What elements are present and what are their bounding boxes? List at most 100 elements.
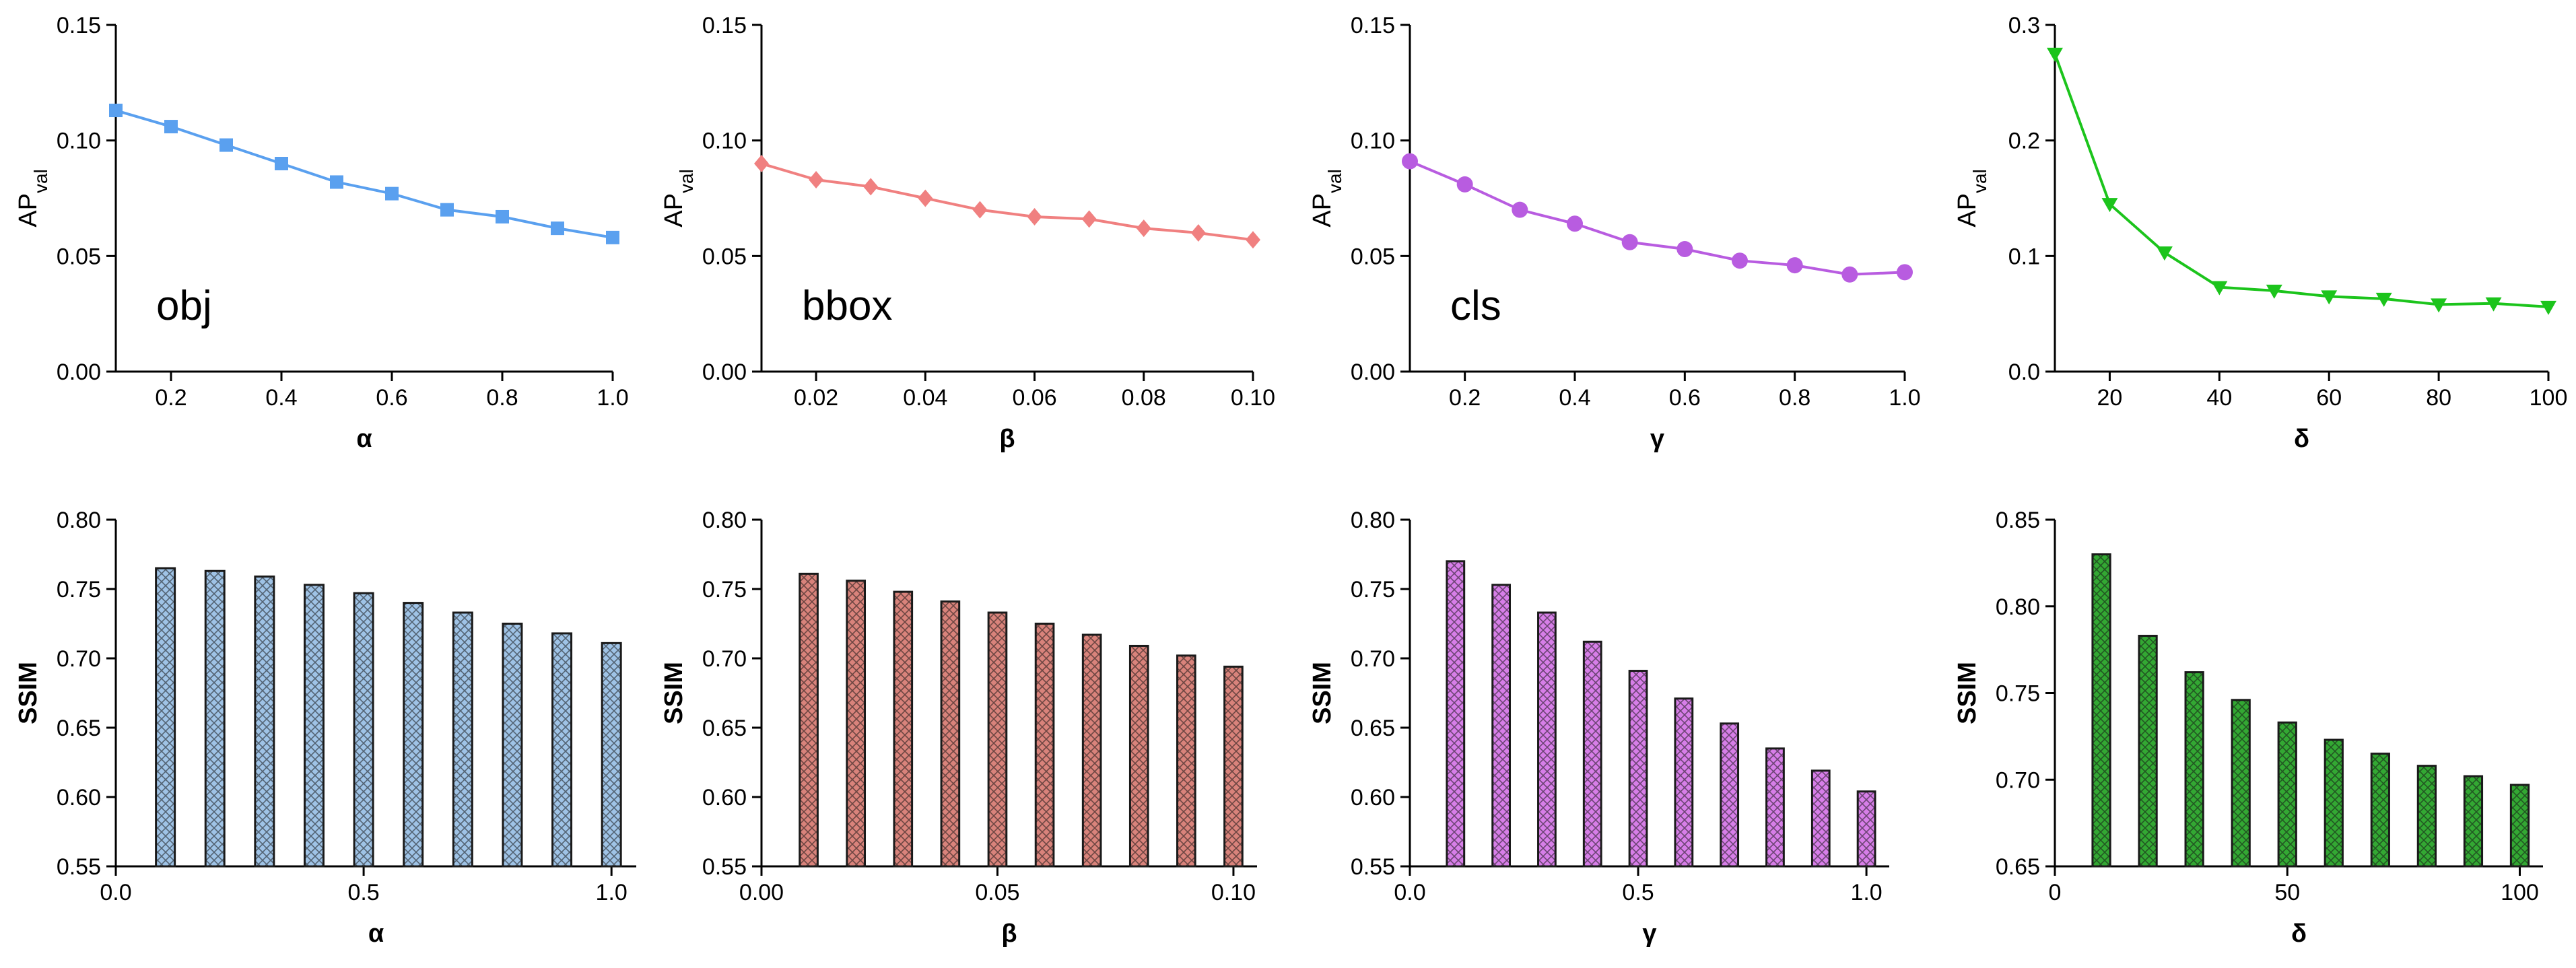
bar — [1720, 722, 1740, 868]
y-tick-label: 0.75 — [1996, 681, 2040, 707]
y-tick-label: 0.80 — [702, 508, 747, 533]
x-axis-label: δ — [2291, 920, 2307, 948]
x-tick-label: 0.02 — [794, 385, 838, 411]
data-point — [219, 138, 233, 152]
data-point — [1190, 224, 1206, 242]
y-tick-label: 0.75 — [57, 577, 101, 602]
data-point — [1456, 176, 1473, 193]
x-axis-label: α — [356, 425, 372, 453]
x-tick-label: 0.2 — [1449, 385, 1481, 411]
data-point — [863, 178, 879, 196]
bar — [254, 575, 275, 868]
chart-line-delta: 0.0 0.1 0.2 0.3 20 40 60 80 100 δ APval — [1953, 13, 2567, 453]
data-point — [1402, 153, 1418, 170]
bar — [2184, 671, 2204, 868]
data-point — [440, 203, 454, 217]
x-tick-label: 0.8 — [1779, 385, 1810, 411]
data-point — [275, 157, 288, 170]
y-tick-label: 0.1 — [2008, 244, 2040, 269]
data-point — [1027, 207, 1042, 226]
x-axis-label: γ — [1650, 425, 1664, 453]
y-tick-label: 0.65 — [57, 716, 101, 741]
y-tick-label: 0.05 — [57, 244, 101, 269]
y-tick-label: 0.75 — [702, 577, 747, 602]
y-tick-label: 0.15 — [57, 13, 101, 38]
panel-annotation: cls — [1450, 283, 1501, 329]
data-point — [1786, 257, 1803, 274]
y-tick-label: 0.70 — [702, 646, 747, 672]
y-tick-label: 0.70 — [57, 646, 101, 672]
bar — [1810, 769, 1831, 868]
data-point — [164, 120, 178, 134]
x-tick-label: 60 — [2316, 385, 2342, 411]
chart-line-gamma: 0.00 0.05 0.10 0.15 0.2 0.4 0.6 0.8 1.0 γ APval cls — [1308, 13, 1921, 453]
x-axis-label: β — [999, 425, 1015, 453]
bar — [987, 611, 1008, 868]
y-tick-label: 0.3 — [2008, 13, 2040, 38]
y-tick-label: 0.00 — [57, 359, 101, 385]
bar — [303, 584, 325, 868]
bar — [403, 602, 424, 868]
x-tick-label: 0.06 — [1012, 385, 1056, 411]
data-point — [1512, 201, 1528, 218]
data-point — [2101, 198, 2118, 213]
y-axis-label: SSIM — [1953, 662, 1981, 724]
data-point — [1676, 241, 1693, 258]
data-point — [1136, 219, 1151, 238]
bar — [1628, 670, 1648, 868]
x-tick-label: 1.0 — [597, 385, 628, 411]
x-tick-label: 100 — [2530, 385, 2568, 411]
x-tick-label: 80 — [2426, 385, 2451, 411]
bar — [2231, 699, 2251, 868]
data-point — [2047, 47, 2063, 62]
data-point — [496, 209, 509, 223]
y-axis-label: APval — [660, 169, 697, 228]
x-tick-label: 1.0 — [1889, 385, 1920, 411]
data-point — [1081, 210, 1097, 228]
y-tick-label: 0.70 — [1996, 767, 2040, 793]
y-tick-label: 0.65 — [1996, 854, 2040, 880]
bar — [1446, 560, 1466, 868]
y-tick-label: 0.55 — [702, 854, 747, 880]
data-point — [2540, 300, 2556, 315]
series-line — [115, 109, 613, 239]
data-point — [385, 186, 399, 201]
y-tick-label: 0.55 — [1351, 854, 1395, 880]
x-tick-label: 0.0 — [100, 880, 131, 905]
data-point — [330, 175, 343, 189]
y-tick-label: 0.60 — [57, 785, 101, 810]
data-point — [918, 189, 933, 207]
x-axis-label: α — [368, 920, 384, 948]
y-tick-label: 0.2 — [2008, 129, 2040, 154]
data-point — [2431, 298, 2447, 313]
chart-bar-gamma: 0.55 0.60 0.65 0.70 0.75 0.80 0.0 0.5 1.0 γ SSIM — [1308, 508, 1889, 948]
x-axis-label: β — [1001, 920, 1017, 948]
x-tick-label: 0.2 — [155, 385, 187, 411]
data-point — [972, 201, 988, 219]
bar — [846, 580, 867, 868]
x-tick-label: 0.00 — [739, 880, 784, 905]
y-axis-label: SSIM — [1308, 662, 1336, 724]
data-point — [754, 155, 769, 172]
y-tick-label: 0.60 — [1351, 785, 1395, 810]
bar — [2509, 784, 2530, 868]
y-tick-label: 0.10 — [702, 129, 747, 154]
bar — [940, 600, 961, 868]
x-tick-label: 40 — [2206, 385, 2232, 411]
x-tick-label: 20 — [2097, 385, 2123, 411]
bar — [799, 572, 819, 868]
y-tick-label: 0.65 — [702, 716, 747, 741]
x-tick-label: 0.05 — [975, 880, 1019, 905]
panel-annotation: bbox — [802, 283, 892, 329]
chart-line-alpha: 0.00 0.05 0.10 0.15 0.2 0.4 0.6 0.8 1.0 α APval obj — [14, 13, 629, 453]
data-point — [2375, 292, 2392, 307]
data-point — [109, 104, 123, 118]
data-point — [2321, 290, 2338, 305]
y-axis-label: SSIM — [660, 662, 688, 724]
y-tick-label: 0.65 — [1351, 716, 1395, 741]
x-tick-label: 0.10 — [1211, 880, 1256, 905]
x-tick-label: 50 — [2274, 880, 2300, 905]
bar — [1765, 747, 1785, 868]
